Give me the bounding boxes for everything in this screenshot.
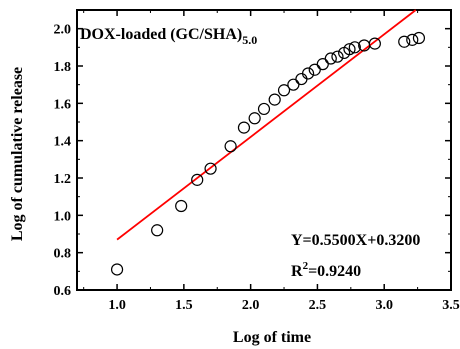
x-tick-label-0: 1.0 — [108, 298, 126, 313]
data-point-10 — [277, 84, 291, 97]
x-tick-label-3: 2.5 — [309, 298, 327, 313]
chart-title: DOX-loaded (GC/SHA)5.0 — [80, 26, 257, 47]
y-axis-title: Log of cumulative release — [9, 67, 26, 241]
data-point-22 — [368, 37, 381, 50]
x-axis-title: Log of time — [233, 329, 311, 346]
x-tick-label-1: 1.5 — [175, 298, 193, 313]
data-point-1 — [151, 224, 164, 237]
y-tick-label-3: 1.2 — [54, 172, 72, 187]
data-point-5 — [224, 140, 237, 153]
data-point-9 — [268, 93, 281, 106]
data-point-14 — [308, 63, 321, 76]
x-tick-label-4: 3.0 — [375, 298, 393, 313]
y-tick-label-2: 1.0 — [54, 209, 72, 224]
data-point-7 — [248, 112, 261, 125]
data-point-25 — [412, 31, 426, 45]
plot-marks: 1.0 1.5 2.0 2.5 3.0 3.5 0.6 0.8 1.0 1.2 1.4 1.6 1.8 2… — [54, 9, 460, 313]
y-tick-label-6: 1.8 — [54, 60, 72, 75]
fit-equation: Y=0.5500X+0.3200 — [291, 232, 420, 249]
data-point-0 — [110, 263, 124, 276]
plot-frame — [76, 9, 452, 291]
y-tick-label-4: 1.4 — [54, 135, 72, 150]
y-tick-label-0: 0.6 — [54, 284, 72, 299]
data-point-6 — [237, 121, 251, 134]
data-point-16 — [324, 52, 337, 65]
data-point-13 — [301, 67, 315, 80]
data-point-20 — [348, 41, 361, 54]
y-tick-label-1: 0.8 — [54, 247, 72, 262]
data-point-4 — [204, 162, 217, 175]
data-point-8 — [257, 102, 271, 116]
data-point-3 — [191, 173, 204, 186]
data-point-2 — [175, 199, 188, 213]
x-tick-label-2: 2.0 — [242, 298, 260, 313]
r-squared-label: R2=0.9240 — [291, 260, 361, 280]
data-point-17 — [331, 50, 344, 63]
data-point-19 — [343, 43, 356, 56]
data-point-24 — [406, 33, 419, 46]
y-tick-label-5: 1.6 — [54, 97, 72, 112]
fit-line — [116, 9, 417, 241]
x-tick-label-5: 3.5 — [442, 298, 460, 313]
data-point-12 — [295, 72, 308, 86]
data-point-23 — [398, 35, 411, 48]
data-point-15 — [316, 58, 329, 71]
data-point-11 — [287, 78, 300, 91]
y-tick-label-7: 2.0 — [54, 23, 72, 38]
